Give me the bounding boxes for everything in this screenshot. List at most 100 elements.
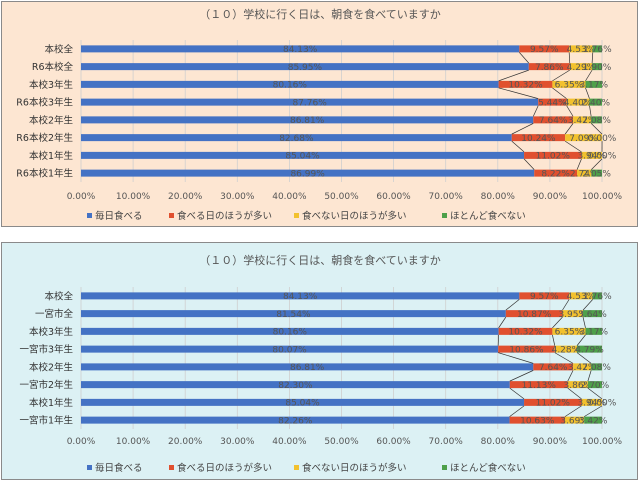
data-label: 4.79% [575, 345, 604, 355]
bar-segment [498, 80, 553, 88]
data-label: 3.17% [579, 328, 608, 338]
bar-segment [577, 345, 602, 353]
data-label: 2.40% [581, 98, 610, 108]
bar-segment [81, 151, 525, 159]
category-label: 本校2年生 [29, 361, 74, 373]
series-connector [498, 87, 539, 99]
series-connector [552, 87, 567, 99]
bar-segment [583, 310, 602, 318]
bar-segment [81, 63, 529, 71]
series-connector [576, 334, 586, 346]
data-label: 85.95% [288, 63, 323, 73]
bar-segment [81, 310, 506, 318]
data-label: 7.64% [539, 363, 568, 373]
x-tick-label: 40.00% [272, 437, 307, 447]
chart-1-svg: （１０）学校に行く日は、朝食を食べていますか 0.00% 10.00% 20.00% 3… [16, 7, 622, 222]
series-connector [498, 69, 529, 82]
series-connector [552, 316, 563, 329]
series-connector [584, 405, 603, 417]
legend-swatch [294, 213, 299, 218]
legend-label: ほとんど食べない [450, 210, 526, 222]
category-label: 一宮市2年生 [19, 379, 73, 391]
series-connector [552, 69, 570, 82]
series-connector [511, 123, 534, 135]
x-tick-label: 20.00% [168, 437, 203, 447]
category-label: 一宮市全 [35, 308, 74, 320]
data-label: 3.86% [564, 381, 593, 391]
x-tick-label: 70.00% [429, 192, 464, 202]
bar-segment [524, 151, 582, 159]
bar-segment [591, 116, 602, 124]
x-tick-label: 60.00% [376, 437, 411, 447]
x-tick-label: 80.00% [481, 192, 516, 202]
bar-segment [509, 416, 565, 424]
bar-segment [509, 381, 568, 389]
bar-segment [565, 134, 603, 142]
data-label: 4.53% [567, 45, 596, 55]
data-label: 3.94% [577, 399, 606, 409]
bar-segment [498, 345, 555, 353]
category-label: 本校3年生 [29, 326, 74, 338]
legend-label: 食べる日のほうが多い [177, 210, 272, 222]
category-label: 一宮市1年生 [19, 415, 73, 427]
legend-label: 食べない日のほうが多い [302, 210, 407, 222]
data-label: 2.05% [582, 169, 611, 179]
legend-label: 食べる日のほうが多い [177, 462, 272, 474]
data-label: 9.57% [530, 45, 559, 55]
x-tick-label: 50.00% [324, 437, 359, 447]
data-label: 86.99% [290, 169, 325, 179]
bar-segment [581, 151, 602, 159]
x-tick-label: 100.00% [582, 192, 622, 202]
bar-segment [533, 116, 574, 124]
data-label: 10.63% [520, 416, 555, 426]
bar-segment [81, 381, 510, 389]
data-label: 4.29% [567, 63, 596, 73]
bar-segment [81, 416, 510, 424]
bar-segment [585, 80, 602, 88]
series-connector [587, 387, 603, 400]
series-connector [519, 52, 530, 64]
series-connector [568, 52, 571, 64]
x-tick-label: 70.00% [429, 437, 464, 447]
bar-segment [81, 292, 520, 300]
data-label: 11.02% [536, 152, 571, 162]
bar-segment [81, 398, 525, 406]
series-connector [590, 123, 603, 135]
series-connector [554, 352, 574, 364]
data-label: 86.81% [290, 116, 325, 126]
bar-segment [538, 98, 567, 106]
bar-segment [519, 45, 570, 53]
bar-segment [566, 98, 590, 106]
chart-title: （１０）学校に行く日は、朝食を食べていますか [199, 7, 441, 21]
data-label: 7.09% [569, 134, 598, 144]
category-label: 本校全 [44, 290, 73, 302]
x-tick-label: 10.00% [116, 192, 151, 202]
x-tick-label: 60.00% [376, 192, 411, 202]
bar-segment [81, 363, 534, 371]
bar-segment [552, 80, 586, 88]
series-connector [567, 387, 582, 400]
bar-segment [511, 134, 566, 142]
data-label: 9.57% [530, 292, 559, 302]
series-connector [576, 352, 592, 364]
data-label: 86.81% [290, 363, 325, 373]
bar-segment [592, 292, 602, 300]
bar-segment [81, 345, 499, 353]
bar-segment [564, 416, 585, 424]
data-label: 1.90% [583, 63, 612, 73]
data-label: 3.17% [579, 81, 608, 91]
bar-segment [592, 63, 602, 71]
legend-swatch [442, 213, 447, 218]
series-connector [591, 158, 603, 170]
bar-segment [81, 80, 499, 88]
bar-segment [519, 292, 570, 300]
data-label: 0.00% [588, 399, 617, 409]
data-label: 11.02% [536, 399, 571, 409]
series-connector [532, 105, 539, 117]
bar-segment [581, 398, 602, 406]
bar-segment [528, 63, 570, 71]
bar-segment [577, 169, 592, 177]
x-tick-label: 50.00% [324, 192, 359, 202]
bar-segment [569, 45, 593, 53]
data-label: 4.28% [552, 345, 581, 355]
